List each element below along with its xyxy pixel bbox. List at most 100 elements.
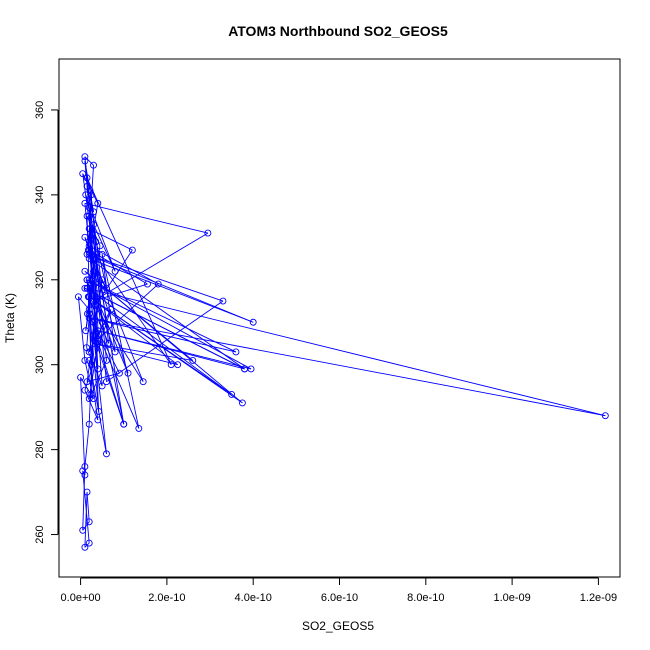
data-point bbox=[135, 424, 143, 432]
data-point bbox=[81, 153, 89, 161]
data-point bbox=[85, 276, 93, 284]
data-point bbox=[85, 420, 93, 428]
y-tick-label: 260 bbox=[34, 525, 46, 543]
series-segment bbox=[86, 287, 232, 395]
data-point bbox=[189, 357, 197, 364]
data-point bbox=[85, 518, 93, 526]
series-segment bbox=[89, 317, 606, 417]
data-point bbox=[84, 293, 92, 301]
data-point bbox=[90, 276, 97, 284]
data-point bbox=[82, 327, 90, 335]
data-point bbox=[249, 318, 257, 326]
series-segment bbox=[80, 377, 86, 476]
y-axis: 260 280 300 320 340 360 bbox=[34, 101, 59, 544]
series-segment bbox=[95, 249, 133, 306]
data-point bbox=[103, 284, 110, 292]
data-point bbox=[219, 297, 227, 305]
data-point bbox=[85, 314, 93, 322]
series-segment bbox=[88, 245, 159, 285]
series-segment bbox=[86, 279, 237, 353]
data-point bbox=[90, 161, 97, 169]
data-point bbox=[144, 280, 151, 288]
y-tick-label: 280 bbox=[34, 440, 46, 458]
data-point bbox=[139, 378, 147, 386]
y-tick-label: 360 bbox=[34, 101, 46, 119]
data-point bbox=[81, 267, 89, 275]
series-segment bbox=[88, 296, 144, 382]
data-point bbox=[111, 267, 119, 275]
data-point bbox=[85, 204, 93, 212]
data-point bbox=[81, 386, 89, 394]
series-segment bbox=[86, 492, 90, 522]
series-segment bbox=[84, 390, 99, 421]
series-layer bbox=[74, 153, 609, 551]
x-tick-label: 1.0e-09 bbox=[493, 592, 530, 604]
data-point bbox=[86, 225, 94, 233]
series-segment bbox=[84, 287, 245, 370]
data-point bbox=[90, 318, 97, 326]
data-point bbox=[94, 365, 102, 373]
data-point bbox=[204, 229, 212, 237]
data-point bbox=[87, 191, 95, 199]
x-tick-label: 4.0e-10 bbox=[235, 592, 272, 604]
data-point bbox=[86, 187, 94, 195]
series-segment bbox=[89, 258, 254, 323]
data-point bbox=[85, 242, 93, 250]
data-point bbox=[85, 212, 93, 220]
data-point bbox=[92, 301, 100, 309]
data-point bbox=[90, 340, 97, 347]
data-point bbox=[111, 348, 119, 356]
series-segment bbox=[84, 492, 88, 548]
series-segment bbox=[88, 245, 172, 365]
y-tick-label: 300 bbox=[34, 356, 46, 374]
data-point bbox=[90, 297, 97, 305]
data-point bbox=[124, 369, 132, 377]
chart-title: ATOM3 Northbound SO2_GEOS5 bbox=[228, 23, 448, 39]
data-point bbox=[85, 357, 93, 364]
data-point bbox=[81, 357, 89, 364]
series-segment bbox=[86, 287, 606, 417]
data-point bbox=[81, 233, 89, 241]
series-segment bbox=[101, 254, 116, 353]
series-segment bbox=[93, 343, 178, 366]
series-segment bbox=[86, 253, 224, 302]
data-point bbox=[87, 390, 95, 398]
data-point bbox=[228, 390, 236, 398]
x-tick-label: 6.0e-10 bbox=[321, 592, 358, 604]
data-point bbox=[90, 221, 97, 229]
x-axis: 0.0e+00 2.0e-10 4.0e-10 6.0e-10 8.0e-10 1.0e-… bbox=[61, 577, 617, 604]
series-segment bbox=[89, 228, 133, 251]
data-point bbox=[103, 450, 110, 458]
data-point bbox=[167, 361, 175, 369]
series-segment bbox=[88, 322, 94, 425]
series-segment bbox=[97, 330, 252, 370]
data-point bbox=[85, 539, 93, 547]
data-point bbox=[98, 382, 106, 390]
data-point bbox=[81, 463, 89, 471]
data-point bbox=[94, 416, 102, 424]
data-point bbox=[77, 373, 85, 381]
data-point bbox=[247, 365, 255, 373]
series-segment bbox=[88, 258, 245, 370]
series-segment bbox=[77, 296, 86, 361]
data-point bbox=[98, 250, 106, 258]
data-point bbox=[95, 407, 103, 415]
series-segment bbox=[84, 202, 208, 234]
data-point bbox=[98, 276, 106, 284]
series-segment bbox=[82, 470, 90, 544]
data-point bbox=[107, 306, 115, 313]
series-segment bbox=[89, 190, 97, 242]
x-axis-label: SO2_GEOS5 bbox=[302, 619, 374, 633]
data-point bbox=[120, 420, 128, 428]
data-point bbox=[93, 250, 101, 258]
x-tick-label: 8.0e-10 bbox=[407, 592, 444, 604]
series-segment bbox=[86, 253, 254, 323]
data-point bbox=[83, 378, 91, 386]
data-point bbox=[601, 412, 609, 420]
data-point bbox=[89, 272, 97, 279]
data-point bbox=[83, 276, 91, 284]
data-point bbox=[81, 284, 89, 292]
x-tick-label: 2.0e-10 bbox=[148, 592, 185, 604]
